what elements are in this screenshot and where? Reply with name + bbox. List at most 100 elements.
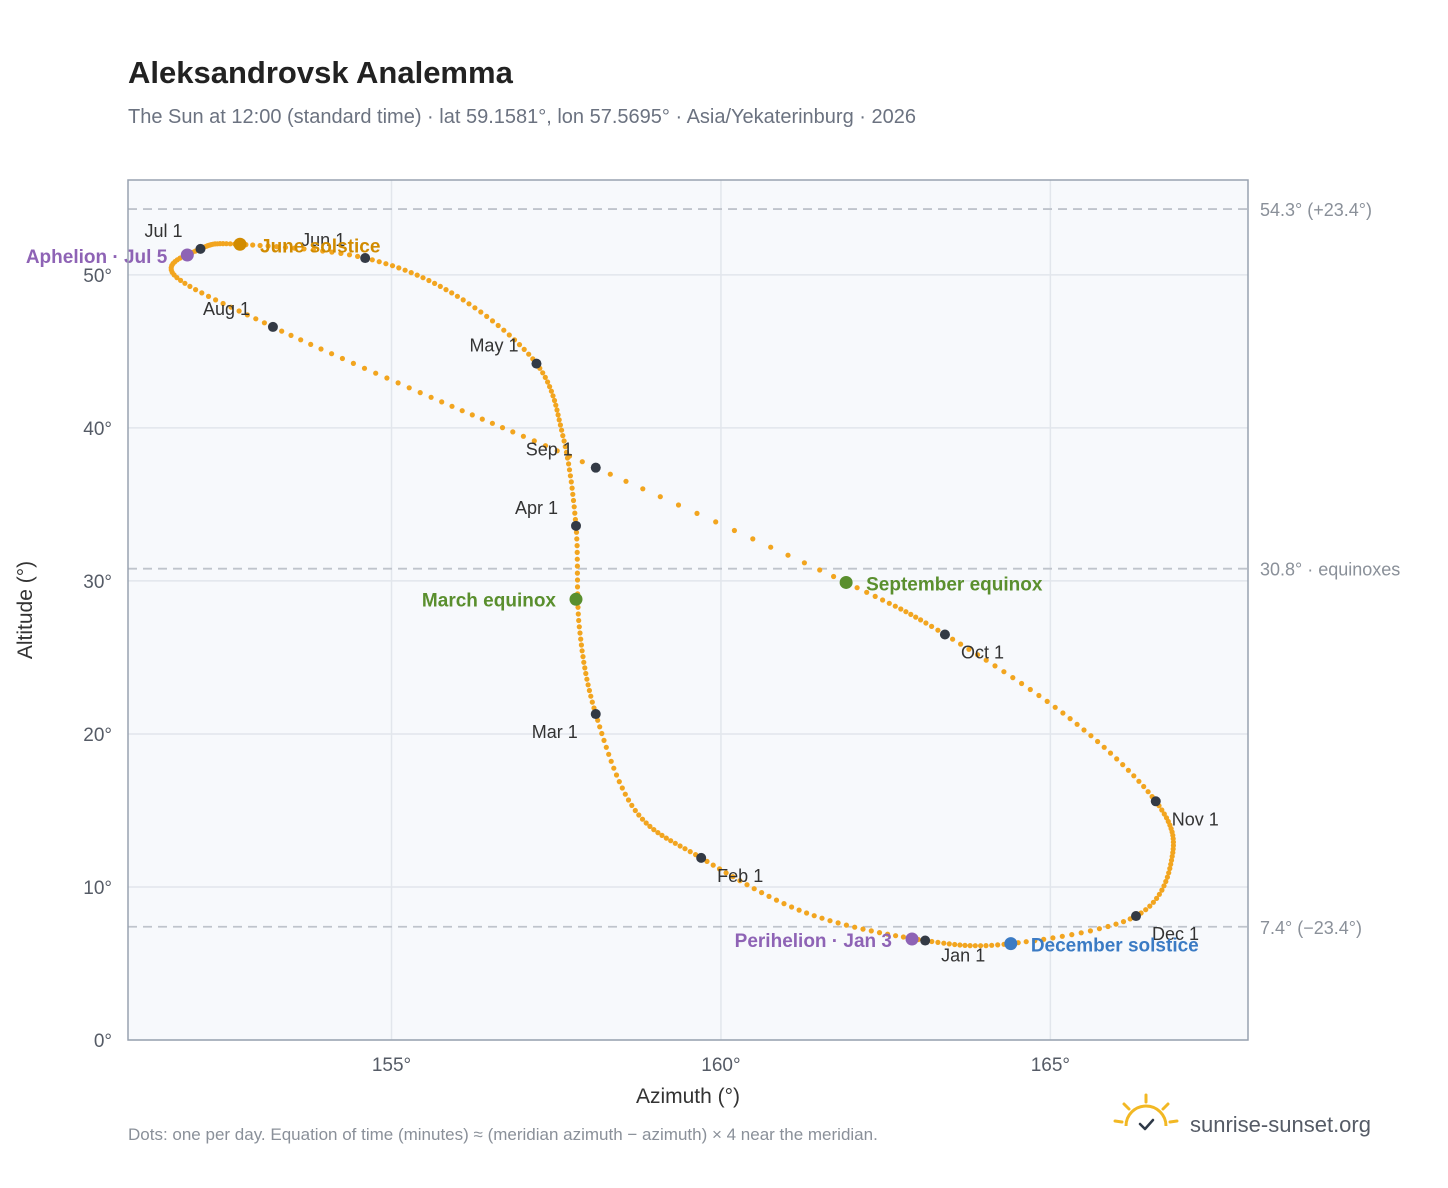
brand-name[interactable]: sunrise-sunset.org [1190,1112,1371,1137]
daily-dot [983,657,989,663]
daily-dot [350,360,356,366]
daily-dot [1161,811,1167,817]
daily-dot [479,416,485,422]
daily-dot [320,248,326,254]
y-tick-label: 10° [83,878,112,899]
daily-dot [989,942,995,948]
daily-dot [506,332,512,338]
chart-title: Aleksandrovsk Analemma [128,55,514,90]
daily-dot [556,417,562,423]
daily-dot [288,332,294,338]
daily-dot [744,882,750,888]
daily-dot [880,597,886,603]
daily-dot [868,928,874,934]
daily-dot [1150,899,1156,905]
daily-dot [566,461,572,467]
month-marker [267,321,278,332]
daily-dot [759,890,765,896]
daily-dot [625,797,632,803]
daily-dot [1088,733,1094,739]
daily-dot [663,835,669,841]
month-marker [1150,796,1161,807]
x-tick-label: 165° [1031,1055,1070,1076]
month-label: Jun 1 [301,230,345,250]
daily-dot [1167,865,1173,872]
reference-line-label: 54.3° (+23.4°) [1260,200,1372,220]
daily-dot [952,941,958,948]
daily-dot [768,544,774,550]
daily-dot [1081,727,1087,733]
daily-dot [601,737,607,744]
daily-dot [531,438,537,444]
daily-dot [489,318,496,324]
grid-lines [128,180,1248,1041]
month-label: Dec 1 [1152,924,1199,944]
daily-dot [570,491,576,497]
daily-dot [929,623,935,630]
y-axis-title: Altitude (°) [14,561,37,659]
daily-dots [168,241,1176,949]
month-marker [590,709,601,720]
daily-dot [187,283,193,289]
daily-dot [694,510,700,516]
daily-dot [657,494,663,500]
daily-dot [647,823,653,830]
daily-dot [576,624,582,630]
month-marker [696,852,707,863]
month-label: Mar 1 [532,722,578,742]
month-label: Aug 1 [203,299,250,319]
daily-dot [526,351,532,357]
daily-dot [548,388,555,394]
daily-dot [1087,928,1093,934]
daily-dot [651,827,657,833]
daily-dot [361,365,368,371]
daily-dot [329,249,335,255]
plot-area [128,180,1248,1040]
daily-dot [639,816,646,822]
event-label: September equinox [866,574,1043,595]
daily-dot [244,312,250,318]
daily-dot [1168,861,1174,867]
daily-dot [731,527,738,534]
daily-dot [632,807,638,814]
month-marker [195,243,206,254]
daily-dot [946,941,952,947]
daily-dot [432,280,438,286]
daily-dot [182,280,188,286]
event-marker [569,592,583,606]
daily-dot [274,244,280,250]
daily-dot [516,342,523,348]
daily-dot [575,611,581,617]
daily-dot [923,620,929,626]
daily-dot [1095,738,1101,745]
daily-dot [574,563,581,569]
daily-dot [376,259,382,265]
month-label: Jan 1 [941,946,985,966]
daily-dot [553,402,559,408]
daily-dot [574,536,580,542]
daily-dot [329,351,335,357]
daily-dot [484,313,490,319]
daily-dot [257,242,263,249]
daily-dot [750,536,756,542]
daily-dot [582,665,588,671]
month-marker [360,253,371,264]
daily-dot [935,939,941,946]
daily-dot [408,270,414,276]
daily-dot [1145,789,1151,795]
daily-dot [1114,756,1120,762]
daily-dot [338,250,344,256]
daily-dot [766,893,772,900]
daily-dot [542,443,549,449]
event-marker [233,237,247,251]
daily-dot [751,886,757,892]
daily-dot [1163,878,1169,885]
y-tick-labels: 0° 10° 20° 30° 40° 50° [83,266,112,1052]
daily-dot [566,453,573,459]
daily-dot [389,263,396,269]
daily-dot [466,301,472,307]
daily-dot [395,380,401,386]
reference-line-label: 7.4° (−23.4°) [1260,918,1362,938]
daily-dot [935,627,941,633]
daily-dot [885,931,891,937]
